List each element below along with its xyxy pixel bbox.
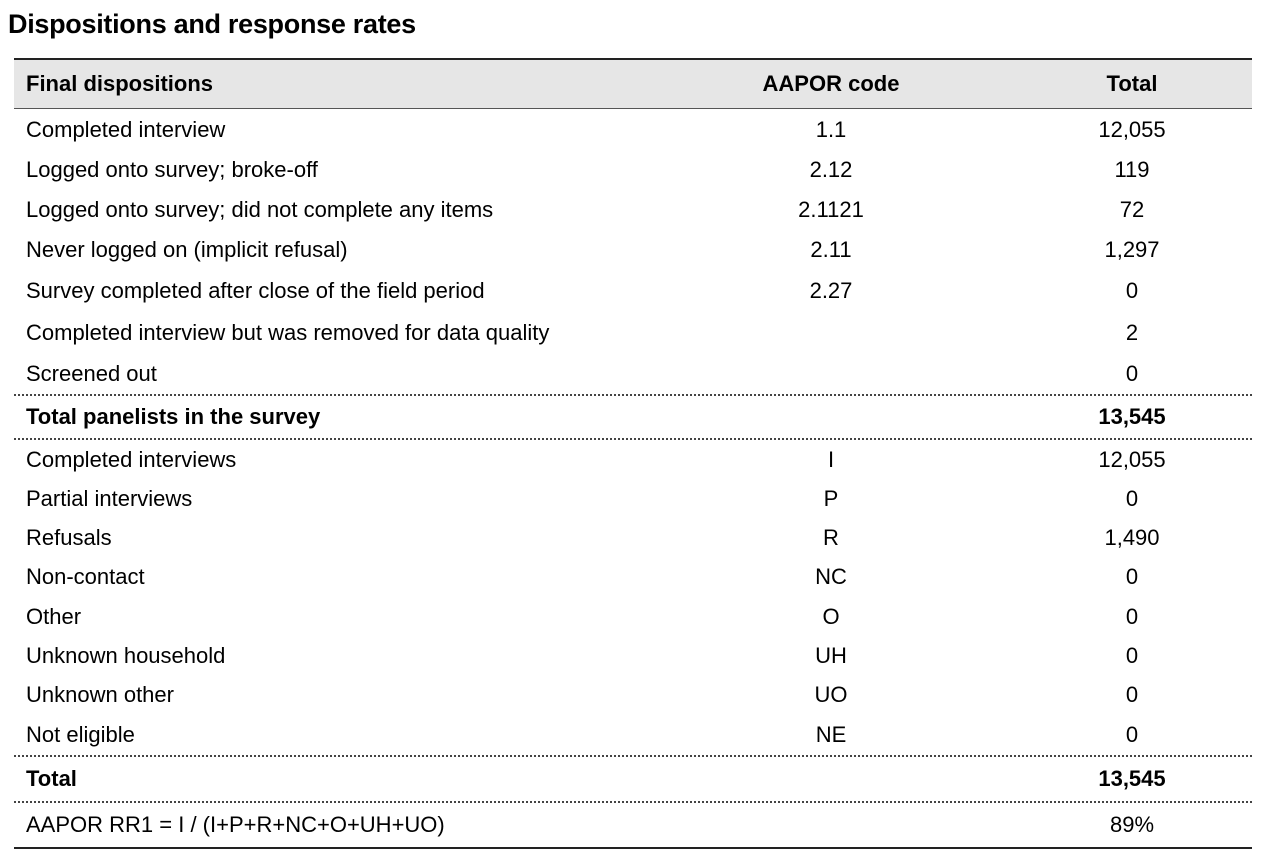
row-total: 0 — [1125, 603, 1139, 629]
row-code: UH — [815, 642, 847, 668]
response-rate-value: 89% — [1109, 812, 1155, 837]
table-row: Completed interview 1.1 12,055 — [14, 109, 1252, 150]
response-rate-label: AAPOR RR1 = I / (I+P+R+NC+O+UH+UO) — [26, 812, 445, 837]
row-label: Completed interview but was removed for … — [26, 319, 550, 345]
row-total: 119 — [1114, 157, 1150, 182]
row-total: 0 — [1125, 360, 1139, 386]
row-code: UO — [814, 682, 848, 707]
table-row: Partial interviews P 0 — [14, 480, 1252, 518]
row-code: NE — [815, 722, 847, 747]
table-row: Logged onto survey; did not complete any… — [14, 190, 1252, 230]
row-label: Completed interviews — [26, 447, 237, 472]
row-code: 2.1121 — [798, 197, 864, 222]
row-label: Survey completed after close of the fiel… — [26, 278, 485, 303]
row-label: Screened out — [26, 360, 157, 386]
row-label: Other — [26, 603, 82, 629]
row-label: Unknown household — [26, 642, 226, 668]
row-total: 0 — [1125, 486, 1139, 511]
row-total: 1,297 — [1104, 237, 1160, 262]
header-aapor-code: AAPOR code — [762, 71, 900, 96]
row-label: Refusals — [26, 524, 112, 550]
row-label: Completed interview — [26, 116, 226, 142]
table-row: Survey completed after close of the fiel… — [14, 270, 1252, 312]
dispositions-table: Final dispositions AAPOR code Total Comp… — [14, 58, 1252, 849]
row-label: Logged onto survey; broke-off — [26, 157, 318, 182]
row-code: O — [822, 603, 840, 629]
row-total: 12,055 — [1098, 447, 1166, 472]
grand-total-value: 13,545 — [1098, 766, 1166, 791]
row-code: 1.1 — [815, 116, 847, 142]
table-row: Completed interview but was removed for … — [14, 312, 1252, 353]
row-total: 0 — [1125, 564, 1139, 589]
row-label: Unknown other — [26, 682, 174, 707]
row-label: Not eligible — [26, 722, 135, 747]
subtotal-total: 13,545 — [1098, 404, 1166, 429]
grand-total-label: Total — [26, 766, 77, 791]
row-total: 0 — [1125, 278, 1139, 303]
response-rate-row: AAPOR RR1 = I / (I+P+R+NC+O+UH+UO) 89% — [14, 801, 1252, 849]
row-label: Never logged on (implicit refusal) — [26, 237, 348, 262]
row-label: Partial interviews — [26, 486, 193, 511]
table-row: Not eligible NE 0 — [14, 715, 1252, 755]
header-total: Total — [1106, 71, 1158, 96]
subtotal-row: Total panelists in the survey 13,545 — [14, 394, 1252, 438]
row-total: 12,055 — [1098, 116, 1166, 142]
row-code: I — [827, 447, 835, 472]
page-title: Dispositions and response rates — [8, 9, 416, 39]
row-total: 1,490 — [1104, 524, 1160, 550]
row-total: 0 — [1125, 642, 1139, 668]
table-row: Unknown household UH 0 — [14, 636, 1252, 675]
table-row: Screened out 0 — [14, 353, 1252, 394]
row-total: 0 — [1125, 722, 1139, 747]
row-code: 2.12 — [809, 157, 853, 182]
row-label: Logged onto survey; did not complete any… — [26, 197, 494, 222]
row-code: P — [823, 486, 839, 511]
table-row: Never logged on (implicit refusal) 2.11 … — [14, 230, 1252, 270]
table-row: Unknown other UO 0 — [14, 675, 1252, 715]
header-final-dispositions: Final dispositions — [26, 71, 214, 96]
row-total: 2 — [1125, 319, 1139, 345]
table-row: Non-contact NC 0 — [14, 557, 1252, 597]
row-code: 2.11 — [810, 237, 852, 262]
row-label: Non-contact — [26, 564, 145, 589]
row-total: 0 — [1125, 682, 1139, 707]
table-row: Refusals R 1,490 — [14, 518, 1252, 557]
row-code: 2.27 — [809, 278, 853, 303]
table-row: Logged onto survey; broke-off 2.12 119 — [14, 150, 1252, 190]
table-header: Final dispositions AAPOR code Total — [14, 60, 1252, 109]
table-row: Other O 0 — [14, 597, 1252, 636]
grand-total-row: Total 13,545 — [14, 755, 1252, 801]
row-code: R — [823, 524, 839, 550]
table-row: Completed interviews I 12,055 — [14, 438, 1252, 480]
row-code: NC — [815, 564, 847, 589]
subtotal-label: Total panelists in the survey — [26, 404, 321, 429]
row-total: 72 — [1119, 197, 1145, 222]
